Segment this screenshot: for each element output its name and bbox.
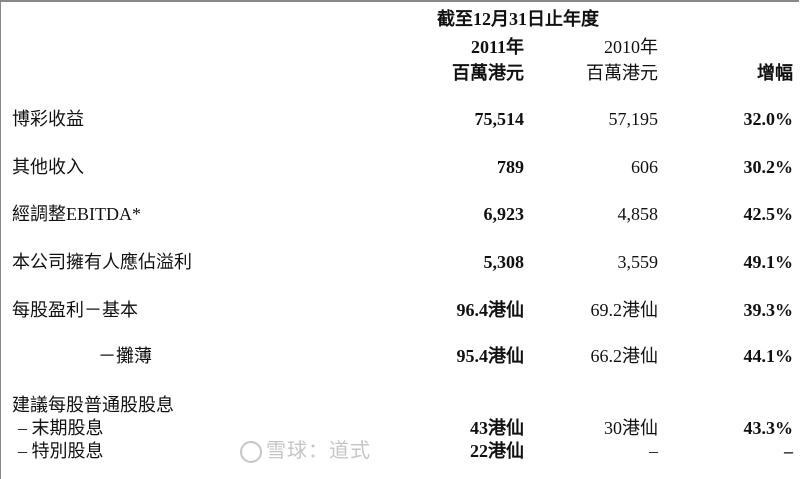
- dividend-row-label: – 末期股息: [18, 418, 104, 438]
- value-2010: 3,559: [617, 252, 659, 272]
- change-value: 32.0%: [743, 109, 794, 129]
- value-2010: 69.2港仙: [590, 300, 659, 320]
- watermark-text: 雪球：道式: [266, 438, 371, 462]
- year-2011-heading: 2011年: [470, 37, 524, 57]
- row-label: 本公司擁有人應佔溢利: [12, 252, 192, 272]
- change-value: 42.5%: [743, 204, 794, 224]
- value-2010: 57,195: [608, 109, 659, 129]
- row-label: 經調整EBITDA*: [12, 204, 141, 224]
- unit-2011-heading: 百萬港元: [452, 63, 524, 83]
- change-value: 39.3%: [743, 300, 794, 320]
- watermark: 雪球：道式: [240, 438, 371, 463]
- row-label: 每股盈利－基本: [12, 300, 138, 320]
- dividend-value-2010: 30港仙: [604, 418, 658, 438]
- period-heading: 截至12月31日止年度: [437, 9, 599, 29]
- unit-2010-heading: 百萬港元: [586, 63, 658, 83]
- value-2010: 606: [631, 157, 658, 177]
- year-2010-heading: 2010年: [604, 37, 658, 57]
- dividend-title: 建議每股普通股股息: [12, 395, 174, 415]
- value-2011: 5,308: [483, 252, 525, 272]
- value-2010: 66.2港仙: [590, 346, 659, 366]
- value-2011: 6,923: [483, 204, 525, 224]
- value-2011: 75,514: [474, 109, 525, 129]
- value-2011: 96.4港仙: [456, 300, 525, 320]
- row-label: 其他收入: [12, 157, 84, 177]
- change-value: 44.1%: [743, 346, 794, 366]
- dividend-value-2010: –: [649, 441, 658, 461]
- dividend-change-value: –: [784, 441, 793, 461]
- row-label: 博彩收益: [12, 109, 84, 129]
- row-label: －攤薄: [98, 346, 152, 366]
- change-value: 30.2%: [743, 157, 794, 177]
- dividend-value-2011: 22港仙: [470, 441, 524, 461]
- value-2011: 789: [497, 157, 524, 177]
- dividend-change-value: 43.3%: [743, 418, 794, 438]
- dividend-row-label: – 特別股息: [18, 441, 104, 461]
- change-heading: 增幅: [757, 63, 793, 83]
- change-value: 49.1%: [743, 252, 794, 272]
- snowball-logo-icon: [240, 440, 262, 463]
- value-2011: 95.4港仙: [456, 346, 525, 366]
- dividend-value-2011: 43港仙: [470, 418, 524, 438]
- value-2010: 4,858: [617, 204, 659, 224]
